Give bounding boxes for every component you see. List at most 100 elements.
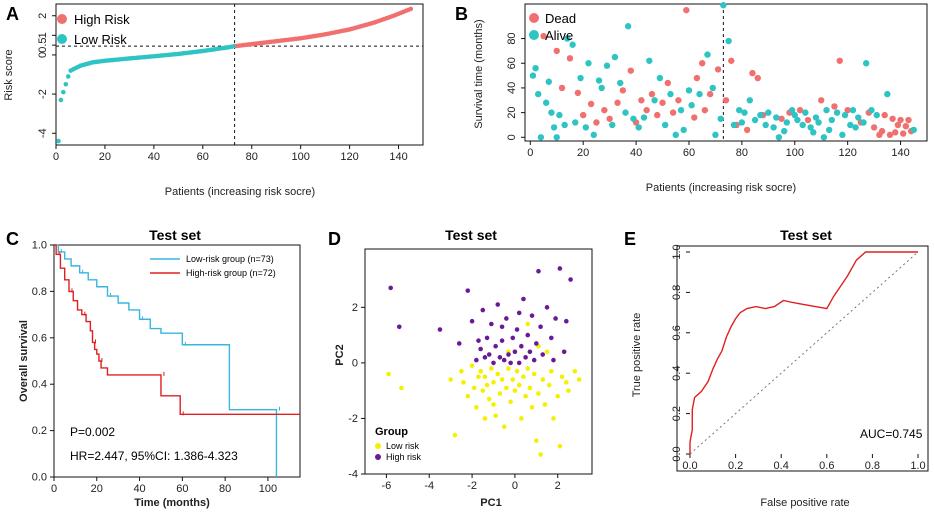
panel-b-point — [595, 77, 603, 84]
panel-b-point — [627, 67, 634, 74]
panel-b-point — [601, 106, 608, 114]
panel-b-point — [648, 90, 656, 98]
panel-b-point — [619, 87, 627, 94]
panel-b-point — [788, 106, 796, 114]
panel-a-xtick-label: 40 — [148, 151, 160, 163]
panel-d-point — [482, 355, 488, 360]
panel-d-legend-title: Group — [375, 426, 408, 438]
panel-b-point — [566, 55, 574, 62]
panel-b-point — [796, 106, 804, 114]
panel-e: E Test set 0.0 0.2 0.4 0.6 0.8 1.00.00.20.40.… — [624, 227, 929, 509]
panel-d-point — [525, 332, 531, 338]
panel-a-xtick-label: 20 — [99, 151, 111, 163]
panel-b-legend-alive-marker — [529, 30, 539, 40]
panel-e-ytick-label: 0.4 — [671, 366, 683, 381]
panel-d-point — [491, 380, 496, 385]
panel-c-hr: HR=2.447, 95%CI: 1.386-4.323 — [70, 449, 238, 463]
panel-b-point — [659, 99, 666, 106]
panel-b-point — [873, 111, 880, 119]
panel-b-point — [611, 53, 619, 61]
panel-d-point — [486, 396, 492, 402]
panel-d-ytick-label: 2 — [352, 302, 358, 314]
panel-b-point — [807, 124, 814, 131]
panel-d-point — [542, 402, 548, 407]
panel-b-point — [897, 116, 904, 124]
panel-b-legend-dead: Dead — [545, 11, 576, 26]
panel-b-point — [762, 121, 769, 129]
panel-b-point — [691, 114, 698, 121]
panel-d-point — [561, 349, 567, 355]
panel-b-point — [844, 106, 851, 114]
panel-c-ytick-label: 0.4 — [32, 379, 47, 391]
panel-d-point — [497, 391, 503, 396]
panel-b-ticks: 0 20 40 60 80 100 120 140 0 20 40 60 80 — [506, 32, 910, 159]
panel-d-point — [486, 352, 492, 357]
panel-d-title: Test set — [445, 227, 497, 243]
panel-d-letter: D — [328, 229, 341, 249]
panel-d-point — [551, 416, 556, 421]
panel-b-point — [828, 116, 835, 124]
panel-b-points — [529, 2, 917, 141]
panel-d-point — [531, 371, 537, 377]
panel-b-point — [722, 97, 730, 104]
panel-d-point — [499, 338, 505, 343]
panel-a-legend-low-marker — [57, 34, 67, 44]
panel-d-point — [557, 443, 563, 449]
panel-d-point — [564, 318, 569, 324]
panel-d-point — [471, 385, 477, 391]
panel-b-ylabel: Survival time (months) — [473, 19, 485, 128]
panel-b-point — [728, 57, 735, 64]
panel-d-point — [501, 424, 507, 430]
panel-e-lines — [689, 251, 919, 455]
panel-b-point — [852, 124, 859, 131]
panel-d-point — [493, 343, 498, 349]
panel-a-ytick-label: 2 — [37, 13, 49, 19]
panel-b-point — [598, 84, 605, 92]
panel-a-ytick-label: 0 — [37, 52, 49, 58]
panel-c: C Test set 0 20 40 60 80 100 0.0 0.2 0.4 0.6 0.8 1.… — [6, 227, 301, 509]
panel-c-xtick-label: 80 — [219, 483, 231, 495]
panel-a-xtick-label: 80 — [246, 151, 258, 163]
panel-b-point — [736, 106, 743, 114]
panel-b-xtick-label: 60 — [683, 147, 695, 159]
panel-b-point — [561, 121, 568, 129]
panel-c-ytick-label: 0.8 — [32, 286, 47, 298]
panel-d-point — [508, 360, 513, 366]
panel-b-legend-dead-marker — [529, 13, 539, 23]
panel-d-ytick-label: -2 — [348, 413, 358, 425]
panel-d-legend-high-marker — [375, 454, 381, 460]
panel-d-point — [482, 416, 488, 421]
panel-d-point — [534, 438, 539, 443]
panel-a-ytick-label: 0.5 — [37, 37, 49, 52]
panel-b-legend-alive: Alive — [545, 28, 573, 43]
panel-d-point — [469, 363, 475, 368]
panel-d-legend-low-marker — [375, 443, 381, 449]
panel-d-point — [478, 346, 483, 352]
panel-c-legend-high: High-risk group (n=72) — [186, 268, 276, 278]
panel-b-point — [783, 119, 791, 126]
panel-b-xtick-label: 140 — [891, 147, 909, 159]
panel-b-point — [889, 115, 896, 122]
panel-a-points — [56, 6, 414, 144]
panel-d-point — [576, 377, 582, 382]
panel-b-point — [672, 131, 679, 139]
panel-c-ylabel: Overall survival — [18, 320, 30, 402]
panel-d-point — [459, 368, 464, 374]
panel-d-frame — [364, 248, 593, 475]
panel-d-xtick-label: -6 — [382, 480, 392, 492]
panel-b-point — [818, 97, 825, 104]
panel-c-lines — [54, 244, 300, 477]
panel-a-legend-high: High Risk — [74, 12, 130, 27]
panel-d-point — [510, 377, 516, 382]
panel-c-ytick-label: 0.6 — [32, 332, 47, 344]
panel-b-point — [860, 119, 867, 126]
panel-b-point — [855, 114, 862, 121]
panel-d-point — [504, 385, 509, 391]
panel-b-point — [841, 111, 849, 119]
panel-e-xlabel: False positive rate — [760, 497, 849, 509]
panel-d-point — [553, 316, 558, 321]
panel-d-point — [516, 382, 522, 388]
panel-b-point — [624, 23, 632, 30]
panel-b-point — [572, 119, 579, 126]
panel-b-point — [606, 115, 613, 122]
